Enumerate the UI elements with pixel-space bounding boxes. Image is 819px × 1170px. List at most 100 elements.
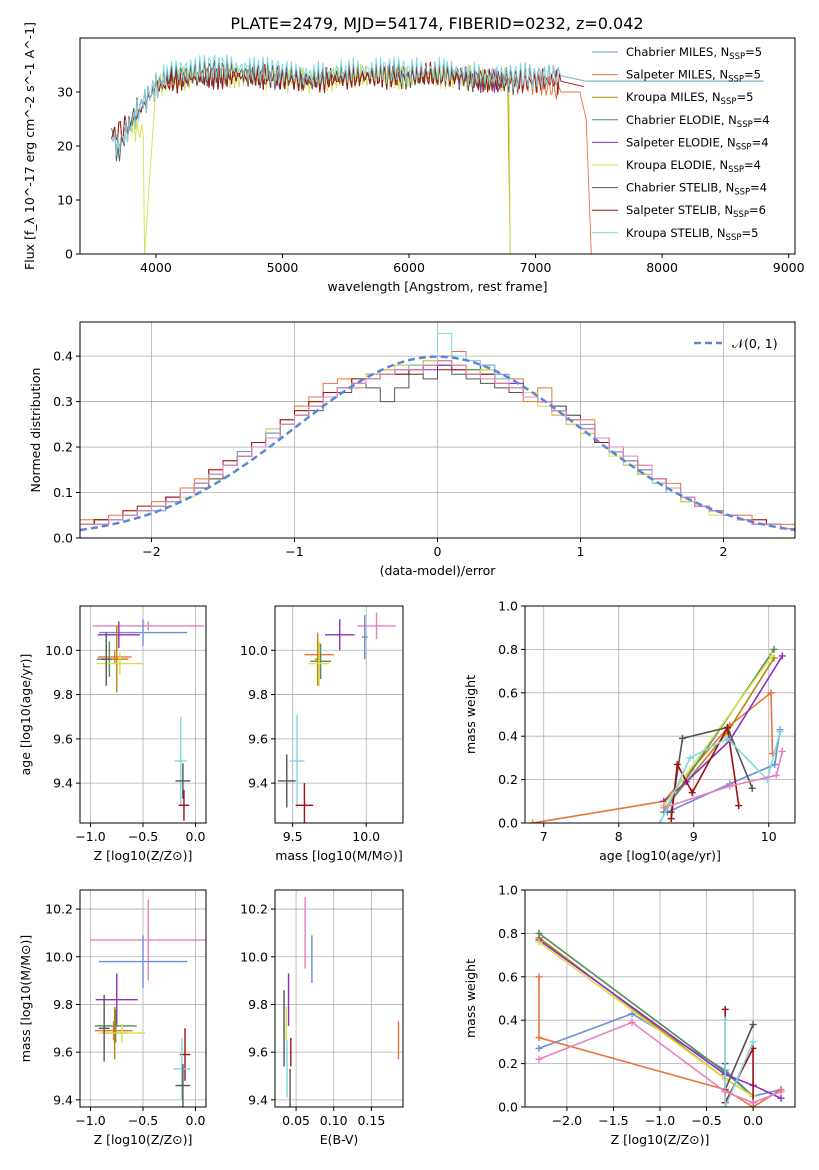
x-tick-label: 0 bbox=[434, 544, 442, 559]
legend-entry: Salpeter MILES, NSSP=5 bbox=[626, 68, 761, 85]
errorbar-point bbox=[97, 621, 140, 649]
axes-frame bbox=[274, 889, 404, 1108]
series-line-kroupa-miles bbox=[111, 61, 511, 254]
errorbar-point bbox=[90, 899, 206, 981]
legend-entry: Chabrier ELODIE, NSSP=4 bbox=[626, 113, 770, 130]
y-tick-label: 0.4 bbox=[53, 349, 73, 364]
errorbar-point bbox=[94, 1021, 133, 1041]
errorbar-point bbox=[98, 619, 188, 646]
y-tick-label: 0.1 bbox=[53, 485, 73, 500]
x-tick-label: −1.0 bbox=[645, 1113, 675, 1128]
plus-marker bbox=[771, 760, 779, 768]
plus-marker bbox=[688, 789, 696, 797]
plot-area bbox=[80, 332, 795, 532]
x-tick-label: 0.10 bbox=[320, 1113, 348, 1128]
plus-marker bbox=[767, 689, 775, 697]
plus-marker bbox=[724, 724, 731, 732]
y-tick-label: 1.0 bbox=[498, 883, 518, 898]
legend-entry: Salpeter STELIB, NSSP=6 bbox=[626, 203, 766, 220]
plus-marker bbox=[777, 1094, 785, 1102]
x-tick-label: 0.0 bbox=[186, 829, 206, 844]
errorbar-point bbox=[98, 994, 110, 1062]
x-tick-label: 9 bbox=[690, 829, 698, 844]
x-tick-label: 10.0 bbox=[352, 829, 380, 844]
plus-marker bbox=[749, 1021, 757, 1029]
axes-frame bbox=[274, 605, 404, 824]
plus-marker bbox=[535, 1034, 543, 1042]
x-tick-label: −0.5 bbox=[128, 829, 158, 844]
plus-marker bbox=[778, 747, 786, 755]
legend-entry: Chabrier MILES, NSSP=5 bbox=[626, 45, 762, 62]
y-tick-label: 0.6 bbox=[498, 969, 518, 984]
plus-marker bbox=[735, 802, 743, 810]
series-line-kroupa-stelib bbox=[659, 731, 781, 823]
x-tick-label: −1.5 bbox=[598, 1113, 628, 1128]
plus-marker bbox=[726, 782, 734, 790]
plus-marker bbox=[673, 760, 681, 768]
x-tick-label: 9.5 bbox=[283, 829, 303, 844]
plus-marker bbox=[768, 652, 776, 660]
y-tick-label: 9.6 bbox=[248, 731, 268, 746]
charts-container: 4000 5000 6000 7000 8000 90000102030wavelengt… bbox=[18, 22, 805, 1147]
x-tick-label: 8000 bbox=[646, 260, 678, 275]
plus-marker bbox=[628, 1018, 636, 1026]
x-axis-label: E(B-V) bbox=[320, 1132, 359, 1147]
plot-area bbox=[111, 54, 764, 254]
chart-age_vs_Z: −1.0 −0.5 0.0 9.4 9.6 9.8 10.0 Z [log10(Z/Z⊙)] a… bbox=[18, 605, 207, 863]
y-axis-label: mass [log10(M/M⊙)] bbox=[18, 935, 33, 1063]
plus-marker bbox=[679, 734, 686, 742]
y-tick-label: 0.0 bbox=[53, 531, 73, 546]
x-tick-label: 9000 bbox=[773, 260, 805, 275]
errorbar-point bbox=[310, 643, 331, 680]
errorbar-point bbox=[97, 650, 132, 664]
x-tick-label: −2.0 bbox=[552, 1113, 582, 1128]
x-axis-label: (data-model)/error bbox=[380, 563, 497, 578]
plus-marker bbox=[778, 652, 786, 660]
plus-marker bbox=[535, 938, 543, 946]
x-tick-label: 2 bbox=[720, 544, 728, 559]
x-tick-label: 8 bbox=[615, 829, 623, 844]
y-tick-label: 0.6 bbox=[498, 685, 518, 700]
x-axis-label: wavelength [Angstrom, rest frame] bbox=[327, 279, 547, 294]
plot-area bbox=[535, 929, 785, 1107]
plot-area bbox=[529, 645, 786, 823]
series-line-kroupa-stelib bbox=[111, 54, 764, 156]
x-tick-label: −1.0 bbox=[75, 829, 105, 844]
y-axis-label: mass weight bbox=[463, 675, 478, 754]
plot-area bbox=[283, 897, 400, 1107]
x-axis-label: Z [log10(Z/Z⊙)] bbox=[94, 1132, 193, 1147]
errorbar-point bbox=[361, 614, 368, 660]
y-tick-label: 0.0 bbox=[498, 816, 518, 831]
x-tick-label: −2 bbox=[142, 544, 160, 559]
axes-frame bbox=[524, 605, 796, 824]
x-tick-label: 0.15 bbox=[357, 1113, 385, 1128]
y-tick-label: 9.4 bbox=[248, 776, 268, 791]
plus-marker bbox=[535, 1055, 543, 1063]
x-tick-label: −0.5 bbox=[691, 1113, 721, 1128]
y-tick-label: 0 bbox=[65, 247, 73, 262]
series-line-pink bbox=[663, 751, 784, 809]
plus-marker bbox=[660, 804, 668, 812]
chart-weight_vs_Z: −2.0 −1.5 −1.0 −0.5 0.0 0.0 0.2 0.4 0.6 0.8 1.0 Z [… bbox=[463, 883, 796, 1147]
y-tick-label: 0.0 bbox=[498, 1100, 518, 1115]
errorbar-point bbox=[101, 632, 112, 686]
normal-curve bbox=[80, 355, 795, 532]
y-tick-label: 0.8 bbox=[498, 926, 518, 941]
plus-marker bbox=[776, 728, 784, 736]
y-tick-label: 10.0 bbox=[45, 643, 73, 658]
y-tick-label: 9.4 bbox=[53, 1092, 73, 1107]
y-tick-label: 10.0 bbox=[45, 949, 73, 964]
plus-marker bbox=[535, 973, 543, 981]
plus-marker bbox=[770, 645, 778, 653]
chart-age_vs_mass: 9.5 10.0 9.4 9.6 9.8 10.0 mass [log10(M/M⊙)] bbox=[240, 605, 404, 863]
plus-marker bbox=[777, 1088, 785, 1096]
legend-entry: Kroupa ELODIE, NSSP=4 bbox=[626, 158, 761, 175]
x-tick-label: −1.0 bbox=[75, 1113, 105, 1128]
x-tick-label: 7000 bbox=[520, 260, 552, 275]
series-line-kroupa-stelib bbox=[724, 1020, 754, 1107]
legend-entry: Salpeter ELODIE, NSSP=4 bbox=[626, 135, 769, 152]
x-axis-label: Z [log10(Z/Z⊙)] bbox=[611, 1132, 710, 1147]
y-tick-label: 1.0 bbox=[498, 599, 518, 614]
plot-area bbox=[92, 619, 204, 821]
y-tick-label: 9.8 bbox=[248, 687, 268, 702]
